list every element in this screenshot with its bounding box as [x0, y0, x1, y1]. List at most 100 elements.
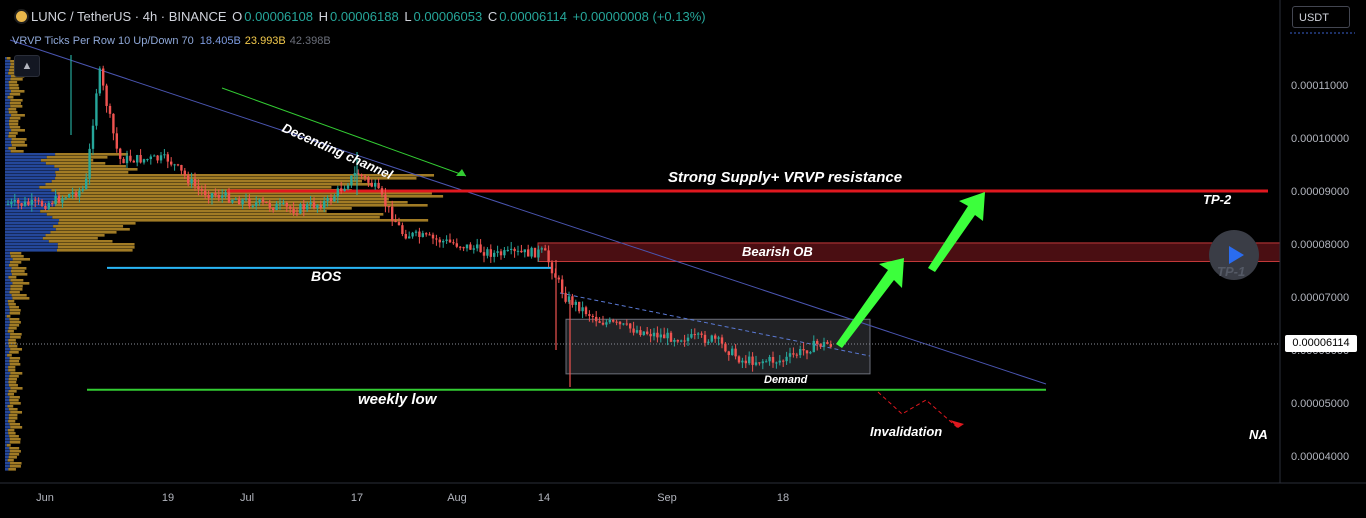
candle-body: [659, 334, 662, 338]
tp1-label: TP-1: [1217, 264, 1246, 279]
vrvp-bar-up: [56, 192, 432, 195]
candle-body: [448, 239, 452, 243]
candle-body: [435, 238, 438, 240]
vrvp-bar-up: [9, 252, 22, 255]
vrvp-bar-up: [9, 318, 20, 321]
vrvp-bar-down: [5, 264, 10, 267]
vrvp-bar-up: [10, 411, 23, 414]
candle-body: [108, 105, 112, 114]
vrvp-bar-down: [5, 237, 43, 240]
vrvp-bar-down: [5, 255, 11, 258]
vrvp-bar-up: [9, 312, 21, 315]
vrvp-bar-down: [5, 108, 9, 111]
vrvp-bar-down: [5, 279, 11, 282]
candle-body: [197, 186, 200, 190]
candle-body: [425, 233, 428, 235]
vrvp-bar-down: [5, 312, 10, 315]
candle-body: [384, 194, 387, 207]
candle-body: [673, 340, 676, 342]
candle-body: [741, 360, 744, 363]
candle-body: [44, 205, 47, 209]
vrvp-bar-down: [5, 423, 10, 426]
vrvp-bar-up: [56, 198, 389, 201]
vrvp-bar-up: [9, 399, 19, 402]
candle-body: [663, 334, 666, 339]
vrvp-bar-up: [7, 96, 14, 99]
candle-body: [652, 332, 656, 337]
vrvp-bar-up: [55, 228, 130, 231]
candle-body: [819, 343, 822, 347]
indicator-legend[interactable]: VRVP Ticks Per Row 10 Up/Down 70 18.405B 2…: [12, 35, 331, 47]
price-tick-label: 0.00008000: [1291, 239, 1349, 251]
vrvp-bar-down: [5, 393, 8, 396]
candle-body: [306, 204, 309, 210]
candle-body: [737, 356, 741, 363]
vrvp-bar-down: [5, 192, 57, 195]
vrvp-bar-up: [7, 354, 12, 357]
candle-body: [540, 248, 543, 250]
candle-body: [193, 178, 197, 187]
time-tick-label: Sep: [657, 492, 677, 504]
vrvp-bar-down: [5, 417, 9, 420]
vrvp-bar-up: [8, 303, 16, 306]
vrvp-bar-down: [5, 96, 8, 99]
vrvp-bar-down: [5, 420, 9, 423]
vrvp-bar-up: [9, 450, 21, 453]
vrvp-bar-up: [8, 468, 16, 471]
time-tick-label: Jul: [240, 492, 254, 504]
vrvp-bar-up: [8, 408, 18, 411]
candle-body: [584, 307, 588, 315]
candle-body: [788, 353, 792, 357]
vrvp-bar-up: [8, 417, 18, 420]
vrvp-bar-up: [9, 120, 19, 123]
vrvp-bar-down: [5, 138, 12, 141]
chart-header: LUNC / TetherUS · 4h · BINANCE O 0.000061…: [14, 9, 708, 24]
candle-body: [326, 198, 329, 201]
vrvp-bar-up: [9, 423, 21, 426]
vrvp-bar-up: [39, 186, 332, 189]
candle-body: [826, 342, 829, 345]
candle-body: [125, 155, 129, 164]
candle-body: [13, 200, 16, 202]
chevron-up-icon[interactable]: ▲: [14, 55, 40, 77]
candle-body: [343, 188, 346, 192]
vrvp-bar-up: [8, 81, 18, 84]
vrvp-bar-up: [9, 87, 20, 90]
vrvp-bar-up: [8, 381, 17, 384]
candle-body: [292, 208, 295, 214]
vrvp-bar-down: [5, 126, 10, 129]
vrvp-bar-down: [5, 378, 9, 381]
play-icon[interactable]: [1209, 230, 1259, 280]
candle-body: [61, 198, 64, 203]
vrvp-bar-up: [11, 138, 27, 141]
vrvp-bar-up: [9, 402, 21, 405]
vrvp-bar-down: [5, 210, 41, 213]
vrvp-bar-up: [58, 168, 138, 171]
candle-body: [703, 334, 707, 343]
candle-body: [27, 201, 30, 205]
candle-body: [214, 193, 217, 196]
currency-button[interactable]: USDT: [1292, 6, 1350, 28]
candle-body: [251, 205, 254, 207]
candle-body: [187, 175, 190, 184]
vrvp-bar-up: [57, 243, 135, 246]
low-value: 0.00006053: [413, 9, 483, 24]
candle-body: [353, 173, 356, 176]
candle-body: [550, 262, 554, 274]
candle-body: [537, 249, 540, 258]
candle-body: [23, 201, 27, 206]
candle-body: [91, 125, 95, 149]
vrvp-bar-up: [40, 159, 94, 162]
candle-body: [503, 250, 506, 256]
vrvp-bar-down: [5, 249, 57, 252]
candle-body: [190, 178, 193, 184]
candle-body: [799, 349, 802, 356]
vrvp-bar-down: [5, 231, 51, 234]
candle-body: [180, 165, 183, 171]
vrvp-bar-down: [5, 336, 10, 339]
vrvp-bar-up: [10, 462, 22, 465]
na-label: NA: [1249, 427, 1268, 442]
vrvp-bar-down: [5, 369, 9, 372]
vrvp-bar-down: [5, 87, 10, 90]
